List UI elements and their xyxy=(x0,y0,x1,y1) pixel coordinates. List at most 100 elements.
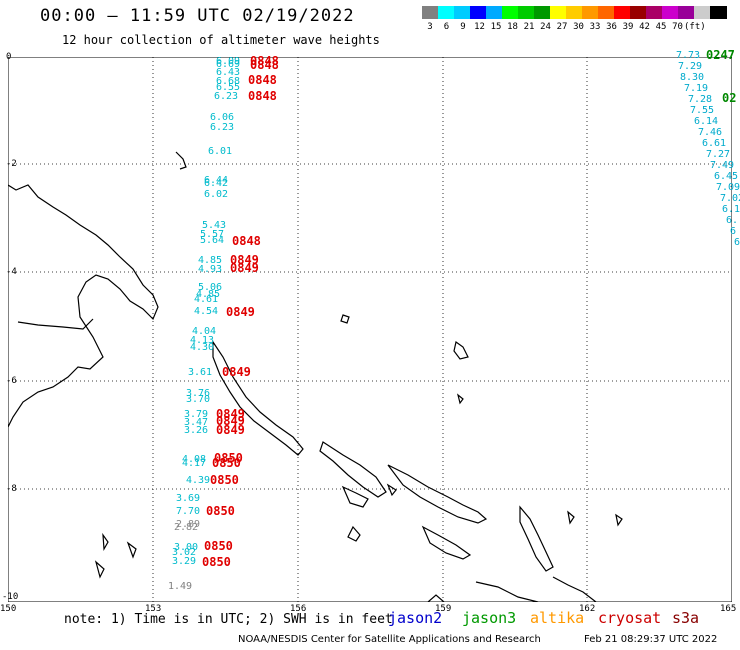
colorbar-label: 33 xyxy=(589,22,601,32)
new-guinea-coast xyxy=(8,184,159,428)
map-title: 00:00 – 11:59 UTC 02/19/2022 xyxy=(40,6,355,26)
colorbar-label: 18 xyxy=(507,22,518,32)
islet-6 xyxy=(94,560,105,579)
wave-height-value: 6.23 xyxy=(210,122,235,133)
pass-time-label: 0849 xyxy=(216,414,245,428)
legend-cryosat: cryosat xyxy=(598,609,662,627)
pass-time-label: 0848 xyxy=(232,234,261,248)
colorbar-label: 30 xyxy=(573,22,584,32)
colorbar-swatch xyxy=(646,6,663,19)
colorbar-swatch xyxy=(486,6,503,19)
colorbar-swatch xyxy=(550,6,567,19)
wave-height-value: 4.85 xyxy=(198,255,223,266)
colorbar-label: (ft) xyxy=(684,22,706,32)
colorbar-label: 27 xyxy=(556,22,568,32)
map-canvas xyxy=(8,57,732,602)
credit-line: NOAA/NESDIS Center for Satellite Applica… xyxy=(238,634,541,645)
islet-1 xyxy=(340,314,350,324)
wave-height-value: 6.69 xyxy=(216,59,241,70)
wave-height-value: 6.23 xyxy=(214,91,239,102)
santa-isabel-coast xyxy=(421,525,472,560)
colorbar-label: 3 xyxy=(427,22,433,32)
wave-height-value: 6.06 xyxy=(210,112,235,123)
colorbar-label: 21 xyxy=(523,22,535,32)
islet-4 xyxy=(102,532,109,552)
lat-label-10s: -10 xyxy=(2,592,19,602)
colorbar-swatch xyxy=(710,6,727,19)
makira-coast xyxy=(552,576,597,602)
wave-height-value: 3.69 xyxy=(176,493,201,504)
wave-height-value: 1.49 xyxy=(168,581,193,592)
colorbar-label: 70 xyxy=(672,22,683,32)
wave-height-value: 3.70 xyxy=(186,394,211,405)
lat-label-4s: -4 xyxy=(6,267,17,277)
wave-height-value: 7.02 xyxy=(720,193,740,204)
bougainville-coast xyxy=(319,441,387,498)
colorbar-label: 24 xyxy=(540,22,551,32)
pass-time-label: 0850 xyxy=(212,456,241,470)
colorbar-swatch xyxy=(518,6,535,19)
lon-label-165: 165 xyxy=(720,604,737,614)
colorbar-label: 39 xyxy=(622,22,634,32)
wave-height-value: 6.43 xyxy=(216,67,241,78)
colorbar-label: 6 xyxy=(443,22,450,32)
colorbar-swatch xyxy=(454,6,471,19)
lon-label-162: 162 xyxy=(579,604,596,614)
pass-time-label: 0849 xyxy=(222,365,251,379)
pass-time-label: 0849 xyxy=(230,261,259,275)
legend-jason3: jason3 xyxy=(462,609,517,627)
wave-height-value: 6.55 xyxy=(216,82,241,93)
lon-label-153: 153 xyxy=(145,604,162,614)
colorbar-label: 9 xyxy=(460,22,466,32)
pass-time-label: 0850 xyxy=(204,539,233,553)
wave-height-value: 7.29 xyxy=(678,61,703,72)
wave-height-value: 5.06 xyxy=(198,282,223,293)
pass-time-label: 0848 xyxy=(250,54,279,68)
wave-height-value: 6.02 xyxy=(204,189,229,200)
choiseul-coast xyxy=(387,464,488,524)
wave-height-value: 3.47 xyxy=(184,417,209,428)
islet-2 xyxy=(453,340,469,360)
malaita-coast xyxy=(519,505,554,572)
pass-time-label: 0848 xyxy=(250,58,279,72)
wave-height-value: 4.08 xyxy=(182,454,207,465)
legend-s3a: s3a xyxy=(672,609,700,627)
pass-time-label: 0850 xyxy=(202,555,231,569)
islet-8 xyxy=(615,513,623,527)
pass-time-label: 0850 xyxy=(210,473,239,487)
colorbar-swatch xyxy=(694,6,711,19)
lat-label-8s: -8 xyxy=(6,484,17,494)
colorbar-label: 42 xyxy=(639,22,650,32)
colorbar-swatch xyxy=(438,6,455,19)
islet-3 xyxy=(456,393,464,405)
wave-height-value: 7.46 xyxy=(698,127,723,138)
coastlines xyxy=(8,151,623,602)
pass-time-label: 0849 xyxy=(216,407,245,421)
colorbar-label: 36 xyxy=(606,22,617,32)
wave-height-value: 6.14 xyxy=(694,116,719,127)
colorbar-swatch xyxy=(470,6,487,19)
legend-jason2: jason2 xyxy=(388,609,443,627)
lat-label-2s: -2 xyxy=(6,159,17,169)
wave-height-value: 4.30 xyxy=(190,342,215,353)
lon-label-156: 156 xyxy=(290,604,307,614)
wave-height-value: 5.64 xyxy=(200,235,225,246)
admiralty-coast xyxy=(175,151,187,170)
wave-height-value: 3.76 xyxy=(186,388,211,399)
lon-label-150: 150 xyxy=(0,604,17,614)
wave-height-value: 7.70 xyxy=(176,506,201,517)
wave-height-value: 6.68 xyxy=(216,76,241,87)
islet-10 xyxy=(386,483,397,497)
wave-height-value: 7.09 xyxy=(716,182,740,193)
wave-height-value: 3.00 xyxy=(174,542,199,553)
wave-height-value: 3.61 xyxy=(188,367,213,378)
colorbar-swatch xyxy=(630,6,647,19)
colorbar-label: 15 xyxy=(490,22,502,32)
wave-height-value: 4.13 xyxy=(190,335,215,346)
wave-height-value: 3.29 xyxy=(172,556,197,567)
wave-height-value: 6 xyxy=(730,226,737,237)
wave-height-value: 6. xyxy=(726,215,739,226)
pass-time-label: 02 xyxy=(722,91,737,105)
pass-time-label: 0247 xyxy=(706,48,735,62)
map-subtitle: 12 hour collection of altimeter wave hei… xyxy=(62,33,380,47)
